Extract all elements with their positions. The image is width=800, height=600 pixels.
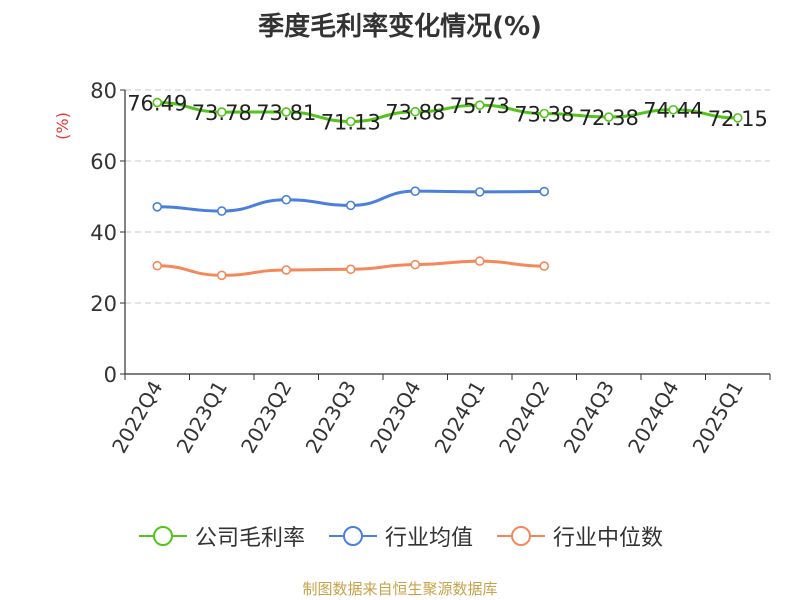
data-label: 74.44 <box>643 99 703 123</box>
data-point <box>410 106 421 117</box>
data-label: 75.73 <box>450 94 510 118</box>
data-point <box>474 187 485 197</box>
legend-item: 公司毛利率 <box>137 520 305 552</box>
legend-label: 公司毛利率 <box>194 526 305 551</box>
y-axis-label: (%) <box>53 112 72 140</box>
x-tick-label: 2023Q1 <box>172 377 232 458</box>
data-label: 71.13 <box>321 110 381 134</box>
data-point <box>152 201 163 212</box>
x-tick-label: 2024Q3 <box>559 377 619 458</box>
data-point <box>410 186 421 196</box>
data-point <box>539 186 550 197</box>
chart-title: 季度毛利率变化情况(%) <box>258 12 542 42</box>
legend-marker-icon <box>328 526 377 546</box>
legend-item: 行业均值 <box>327 520 473 552</box>
data-point <box>152 260 163 271</box>
data-label: 73.38 <box>514 103 574 127</box>
data-point <box>539 108 550 119</box>
y-tick-label: 0 <box>104 363 117 387</box>
legend: 公司毛利率 行业均值 行业中位数 <box>0 520 800 552</box>
data-point <box>410 259 421 270</box>
legend-label: 行业均值 <box>384 526 473 551</box>
data-point <box>281 107 292 117</box>
data-label: 73.78 <box>192 101 252 125</box>
data-point <box>152 97 163 108</box>
data-point <box>539 261 550 271</box>
x-tick-label: 2023Q2 <box>236 377 296 458</box>
data-point <box>281 265 292 275</box>
x-tick-label: 2022Q4 <box>107 377 167 458</box>
y-tick-label: 60 <box>90 150 117 174</box>
x-tick-label: 2025Q1 <box>688 377 748 458</box>
series-lines <box>152 97 743 281</box>
y-tick-label: 40 <box>90 221 117 245</box>
x-tick-label: 2023Q4 <box>365 377 425 458</box>
data-point <box>345 200 356 211</box>
data-label: 72.38 <box>579 106 639 130</box>
source-note: 制图数据来自恒生聚源数据库 <box>302 580 498 598</box>
data-label: 72.15 <box>708 107 768 131</box>
x-tick-label: 2024Q1 <box>430 377 490 458</box>
series-line <box>157 100 738 123</box>
data-point <box>216 270 227 281</box>
legend-item: 行业中位数 <box>495 520 663 552</box>
y-tick-label: 20 <box>90 292 117 316</box>
data-point <box>474 100 485 110</box>
legend-marker-icon <box>138 526 187 546</box>
data-point <box>216 206 227 216</box>
data-point <box>345 264 356 275</box>
grid-lines <box>125 89 770 304</box>
data-point <box>345 116 356 127</box>
data-point <box>281 194 292 205</box>
data-point <box>474 256 485 266</box>
legend-label: 行业中位数 <box>553 526 664 551</box>
data-point <box>603 112 614 122</box>
data-point <box>732 113 743 123</box>
legend-marker-icon <box>497 526 545 546</box>
data-label: 76.49 <box>127 91 187 115</box>
x-tick-label: 2024Q2 <box>494 377 554 458</box>
data-labels: 76.49 73.78 73.81 71.13 73.88 75.73 73.38 72.38… <box>127 91 768 134</box>
data-point <box>668 104 679 115</box>
x-tick-label: 2024Q4 <box>623 377 683 458</box>
x-tick-label: 2023Q3 <box>301 377 361 458</box>
y-tick-label: 80 <box>90 79 117 103</box>
data-label: 73.81 <box>256 101 316 125</box>
data-point <box>216 107 227 117</box>
data-label: 73.88 <box>385 101 445 125</box>
